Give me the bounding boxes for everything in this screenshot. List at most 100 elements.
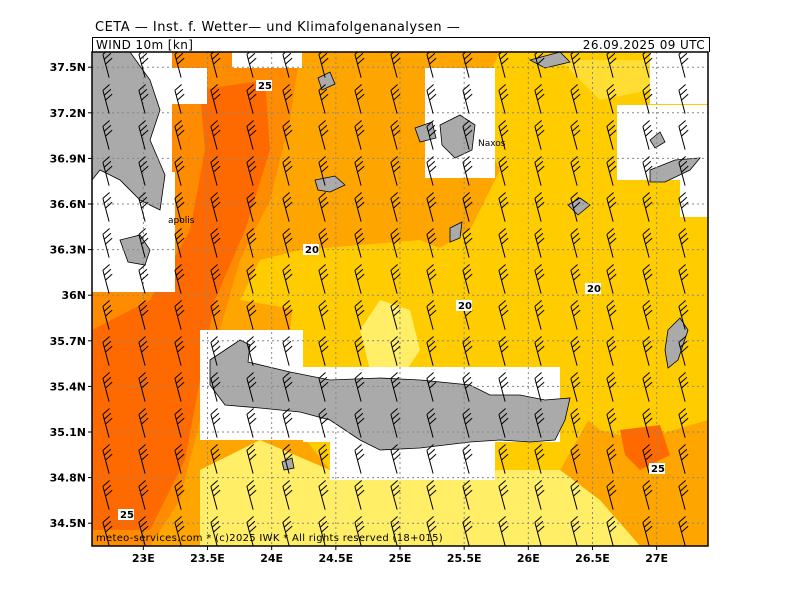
wind-barb — [606, 120, 617, 150]
rhodes-coast — [649, 157, 701, 183]
wind-barb — [390, 444, 401, 474]
wind-barb — [426, 300, 437, 330]
wind-barb — [498, 192, 509, 222]
santorini-island — [449, 221, 463, 243]
wind-barb — [282, 300, 293, 330]
wind-barb — [426, 120, 437, 150]
wind-barb — [354, 228, 365, 258]
naxos-island — [439, 114, 476, 159]
wind-barb — [282, 52, 293, 78]
contour-label: 20 — [458, 301, 472, 312]
place-apolis: apolis — [168, 216, 195, 226]
wind-barb — [498, 444, 509, 474]
wind-barb — [246, 444, 257, 474]
wind-barb — [462, 120, 473, 150]
wind-barb — [138, 372, 149, 402]
lon-label: 27E — [645, 552, 668, 565]
wind-barb — [354, 192, 365, 222]
wind-barb — [570, 228, 581, 258]
wind-barb — [678, 84, 689, 114]
wind-barb — [138, 156, 149, 186]
wind-barb — [678, 156, 689, 186]
lon-label: 23.5E — [190, 552, 225, 565]
wind-barb — [354, 156, 365, 186]
wind-barb — [102, 516, 113, 546]
wind-barb — [606, 228, 617, 258]
lon-label: 25.5E — [447, 552, 482, 565]
wind-barb — [174, 264, 185, 294]
wind-barb — [318, 264, 329, 294]
wind-barb — [138, 408, 149, 438]
small-island — [649, 131, 666, 149]
wind-barb — [174, 192, 185, 222]
wind-barb — [354, 336, 365, 366]
wind-barb — [390, 84, 401, 114]
wind-barb — [570, 372, 581, 402]
wind-barb — [498, 300, 509, 330]
wind-barb — [174, 300, 185, 330]
wind-barb — [534, 444, 545, 474]
lat-label: 36.6N — [50, 198, 86, 211]
wind-barb — [678, 300, 689, 330]
wind-barb — [174, 444, 185, 474]
wind-barb — [534, 300, 545, 330]
wind-barb — [102, 156, 113, 186]
wind-barb — [570, 480, 581, 510]
wind-barb — [498, 156, 509, 186]
wind-barb — [426, 84, 437, 114]
wind-barb — [246, 120, 257, 150]
wind-barb — [390, 228, 401, 258]
wind-barb — [354, 408, 365, 438]
peloponnese-coast — [92, 52, 166, 211]
wind-barb — [570, 52, 581, 78]
lon-label: 24E — [260, 552, 283, 565]
lat-label: 35.7N — [50, 335, 86, 348]
lat-label: 34.8N — [50, 472, 86, 485]
wind-barb — [678, 228, 689, 258]
wind-barb — [498, 264, 509, 294]
place-naxos: Naxos — [478, 139, 506, 149]
wind-barb — [174, 516, 185, 546]
wind-barb — [570, 336, 581, 366]
wind-barb — [606, 408, 617, 438]
wind-zone-20-25-east — [240, 52, 708, 440]
wind-barb — [282, 228, 293, 258]
wind-barb — [210, 84, 221, 114]
wind-barb — [678, 408, 689, 438]
wind-barb — [570, 84, 581, 114]
wind-barb — [390, 120, 401, 150]
wind-barb — [102, 228, 113, 258]
wind-barb — [678, 192, 689, 222]
contour-labels: 25 20 20 20 25 25 — [118, 80, 665, 521]
wind-barb — [570, 516, 581, 546]
wind-barb — [318, 408, 329, 438]
wind-barb — [498, 516, 509, 546]
wind-barb — [138, 336, 149, 366]
wind-barb — [390, 516, 401, 546]
wind-barb — [534, 372, 545, 402]
wind-barb — [606, 336, 617, 366]
wind-barb — [282, 120, 293, 150]
lat-label: 37.5N — [50, 61, 86, 74]
wind-barb — [354, 300, 365, 330]
wind-barb — [318, 372, 329, 402]
wind-barb — [498, 336, 509, 366]
wind-barb — [678, 516, 689, 546]
wind-barb — [570, 300, 581, 330]
wind-barb — [426, 516, 437, 546]
wind-barb — [426, 264, 437, 294]
wind-barbs — [102, 52, 689, 546]
wind-barb — [462, 84, 473, 114]
wind-barb — [210, 408, 221, 438]
lon-label: 24.5E — [319, 552, 354, 565]
wind-barb — [138, 84, 149, 114]
wind-barb — [570, 120, 581, 150]
wind-barb — [210, 300, 221, 330]
wind-barb — [642, 336, 653, 366]
wind-barb — [534, 408, 545, 438]
wind-barb — [678, 264, 689, 294]
no-data-area — [232, 52, 302, 68]
contour-label: 20 — [305, 245, 319, 256]
lat-label: 35.4N — [50, 380, 86, 393]
wind-zone-35-plus-east — [620, 425, 670, 470]
